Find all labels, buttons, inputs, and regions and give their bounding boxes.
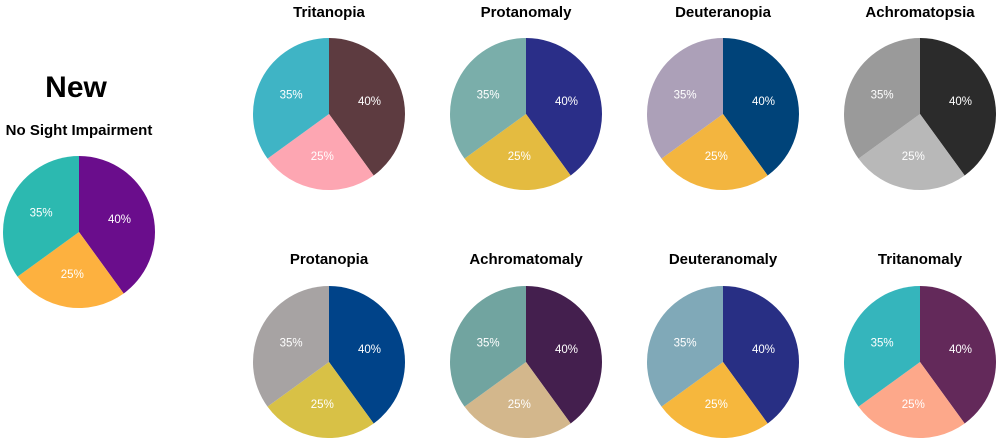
- slice-label: 35%: [280, 90, 303, 102]
- pie-slice: [526, 38, 603, 176]
- chart-title: Achromatomaly: [469, 251, 583, 268]
- slice-label: 25%: [61, 269, 84, 281]
- pie-slice: [329, 285, 406, 424]
- pie-slice: [858, 114, 965, 191]
- slice-label: 40%: [752, 96, 775, 108]
- slice-label: 35%: [280, 338, 303, 350]
- chart-title: Tritanomaly: [878, 251, 963, 268]
- chart-title: Protanopia: [290, 251, 369, 268]
- pie-slice: [252, 286, 329, 407]
- slice-label: 40%: [752, 344, 775, 356]
- slice-label: 25%: [311, 399, 334, 411]
- slice-label: 35%: [871, 338, 894, 350]
- slice-label: 25%: [902, 399, 925, 411]
- pie-chart-deuteranomaly: Deuteranomaly 40% 25% 35%: [646, 251, 800, 438]
- pie-slice: [920, 38, 996, 176]
- chart-title: Deuteranomaly: [669, 251, 778, 268]
- pie-slice: [464, 362, 571, 438]
- slice-label: 35%: [871, 90, 894, 102]
- slice-label: 25%: [705, 399, 728, 411]
- pie-chart-no-sight-impairment: No Sight Impairment 40% 25% 35%: [2, 122, 156, 309]
- chart-title: Tritanopia: [293, 4, 365, 21]
- pie-slice: [723, 38, 800, 176]
- pie-slice: [79, 156, 156, 294]
- slice-label: 35%: [674, 338, 697, 350]
- pie-slice: [723, 285, 800, 424]
- pie-slice: [920, 286, 996, 424]
- chart-title: Achromatopsia: [865, 4, 975, 21]
- slice-label: 40%: [108, 214, 131, 226]
- main-title: New: [45, 71, 107, 104]
- chart-title: Protanomaly: [481, 4, 573, 21]
- slice-label: 40%: [949, 344, 972, 356]
- slice-label: 35%: [674, 90, 697, 102]
- slice-label: 25%: [311, 151, 334, 163]
- slice-label: 40%: [555, 344, 578, 356]
- pie-chart-tritanopia: Tritanopia 40% 25% 35%: [252, 4, 406, 191]
- pie-slice: [449, 38, 526, 159]
- slice-label: 40%: [555, 96, 578, 108]
- pie-chart-achromatopsia: Achromatopsia 40% 25% 35%: [843, 4, 996, 191]
- pie-slice: [661, 114, 768, 191]
- slice-label: 40%: [358, 344, 381, 356]
- slice-label: 35%: [30, 208, 53, 220]
- pie-chart-deuteranopia: Deuteranopia 40% 25% 35%: [646, 4, 800, 191]
- pie-slice: [267, 362, 374, 438]
- pie-slice: [843, 38, 920, 159]
- pie-chart-protanomaly: Protanomaly 40% 25% 35%: [449, 4, 603, 191]
- pie-chart-protanopia: Protanopia 40% 25% 35%: [252, 251, 406, 438]
- chart-title: Deuteranopia: [675, 4, 772, 21]
- pie-slice: [252, 38, 329, 159]
- chart-title: No Sight Impairment: [6, 122, 153, 139]
- pie-slice: [858, 362, 965, 438]
- pie-chart-tritanomaly: Tritanomaly 40% 25% 35%: [843, 251, 996, 438]
- slice-label: 40%: [949, 96, 972, 108]
- slice-label: 35%: [477, 338, 500, 350]
- pie-slice: [267, 114, 374, 191]
- slice-label: 40%: [358, 96, 381, 108]
- slice-label: 35%: [477, 90, 500, 102]
- slice-label: 25%: [508, 399, 531, 411]
- pie-slice: [843, 286, 920, 407]
- pie-slice: [449, 285, 526, 407]
- slice-label: 25%: [705, 151, 728, 163]
- pie-slice: [526, 285, 603, 424]
- slice-label: 25%: [902, 151, 925, 163]
- slice-label: 25%: [508, 151, 531, 163]
- pie-slice: [661, 362, 768, 438]
- pie-slice: [646, 286, 723, 407]
- pie-slice: [464, 114, 571, 191]
- pie-slice: [17, 232, 124, 309]
- pie-slice: [646, 38, 723, 159]
- pie-slice: [329, 38, 406, 176]
- pie-slice: [2, 156, 79, 277]
- pie-chart-achromatomaly: Achromatomaly 40% 25% 35%: [449, 251, 603, 438]
